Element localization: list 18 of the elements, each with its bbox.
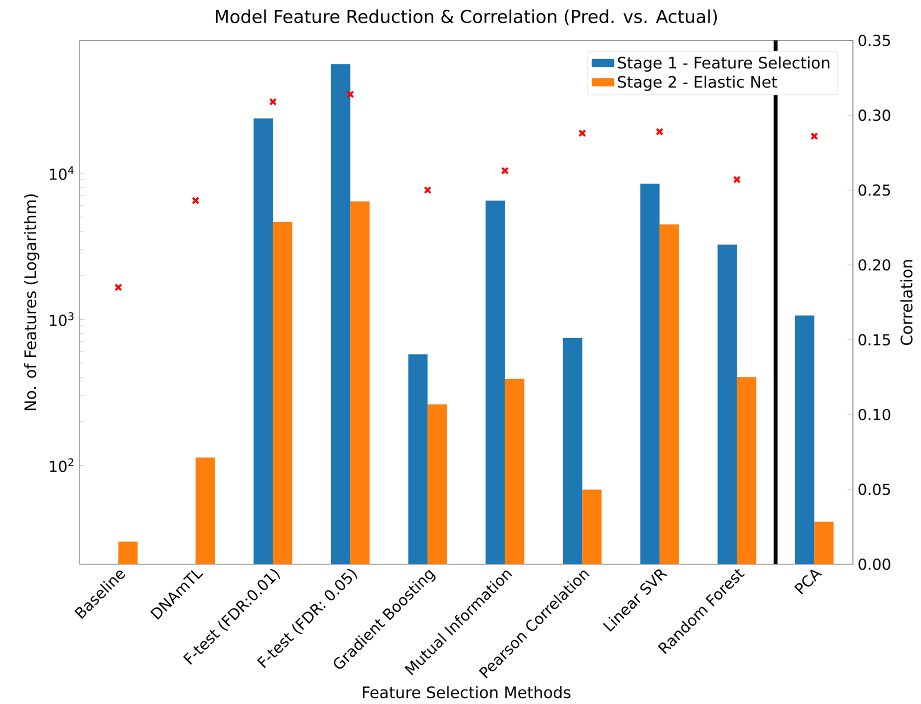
chart-title: Model Feature Reduction & Correlation (Pred. vs. Actual)	[216, 9, 717, 26]
y-tick-label: 10$^{2}$	[50, 458, 74, 472]
y2-tick-label: 0.35	[858, 34, 890, 46]
y2-tick-label: 0.00	[858, 558, 890, 570]
legend-label: Stage 2 - Elastic Net	[618, 76, 778, 91]
y2-tick-label: 0.25	[858, 184, 890, 196]
x-axis-title: Feature Selection Methods	[362, 686, 570, 698]
legend-label: Stage 1 - Feature Selection	[618, 56, 830, 72]
y-tick-label: 10$^{4}$	[50, 166, 74, 180]
y2-tick-label: 0.15	[858, 334, 890, 346]
x-tick-label: PCA	[794, 570, 822, 594]
y2-axis-title: Correlation	[900, 260, 913, 345]
y-tick-label: 10$^{3}$	[50, 312, 74, 326]
y2-tick-label: 0.20	[858, 259, 890, 270]
y2-tick-label: 0.05	[858, 484, 890, 495]
y2-tick-label: 0.30	[858, 109, 890, 121]
y2-tick-label: 0.10	[858, 408, 890, 420]
y-axis-title: No. of Features (Logarithm)	[24, 194, 40, 410]
